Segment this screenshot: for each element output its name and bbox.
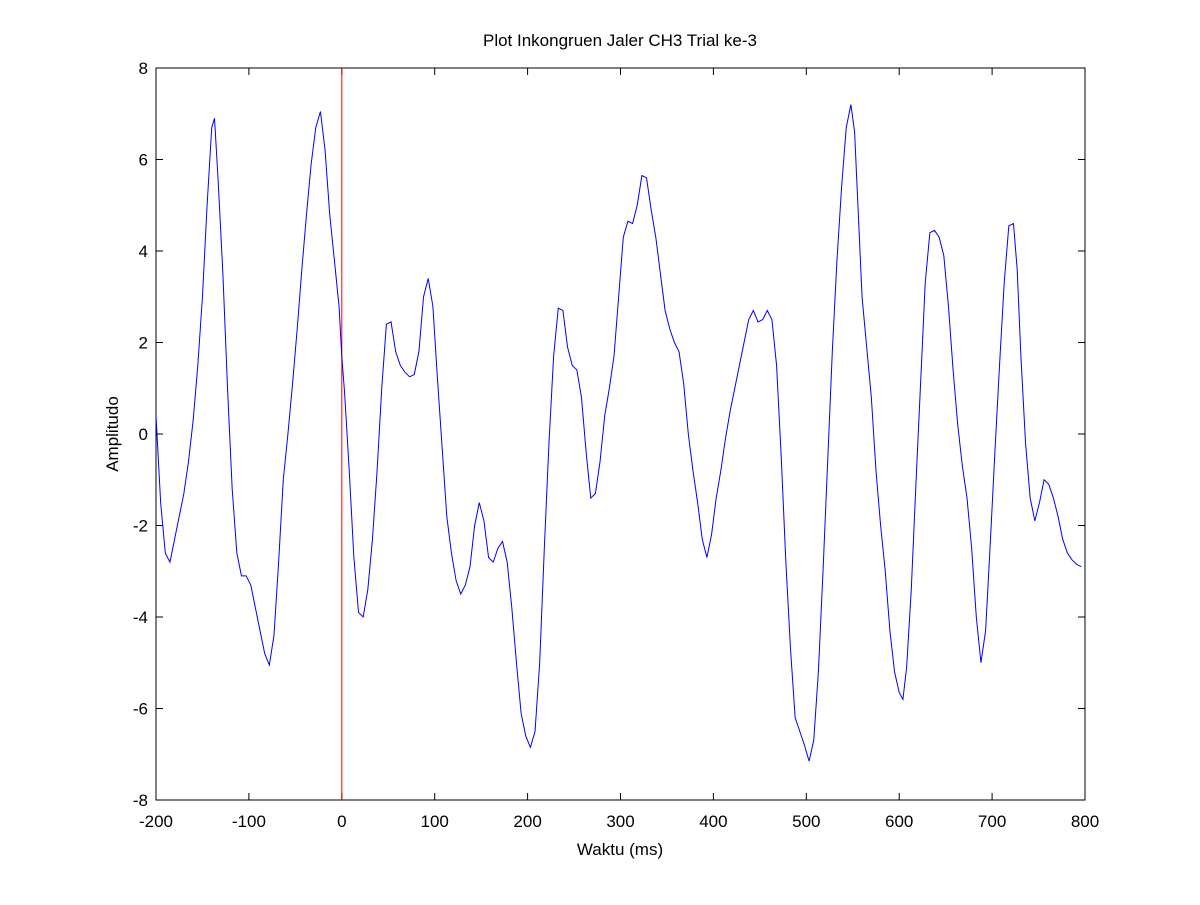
x-tick-label: 600 <box>885 812 913 831</box>
plot-area <box>155 67 1086 801</box>
y-tick-label: -4 <box>133 608 148 627</box>
x-tick-label: 300 <box>606 812 634 831</box>
x-tick-label: 800 <box>1071 812 1099 831</box>
y-tick-label: 0 <box>139 425 148 444</box>
chart-title: Plot Inkongruen Jaler CH3 Trial ke-3 <box>483 31 757 50</box>
y-tick-label: 2 <box>139 334 148 353</box>
x-tick-label: 200 <box>513 812 541 831</box>
y-tick-label: -6 <box>133 700 148 719</box>
y-tick-label: 6 <box>139 151 148 170</box>
data-line <box>155 104 1082 762</box>
y-tick-label: 4 <box>139 242 148 261</box>
x-tick-label: 100 <box>421 812 449 831</box>
x-tick-label: -200 <box>139 812 173 831</box>
y-tick-label: -8 <box>133 791 148 810</box>
x-tick-label: 400 <box>699 812 727 831</box>
y-tick-label: 8 <box>139 59 148 78</box>
x-tick-label: -100 <box>232 812 266 831</box>
y-tick-label: -2 <box>133 517 148 536</box>
x-tick-label: 500 <box>792 812 820 831</box>
y-axis-label: Amplitudo <box>103 396 122 472</box>
x-axis-label: Waktu (ms) <box>577 840 663 859</box>
x-tick-label: 0 <box>337 812 346 831</box>
x-tick-label: 700 <box>978 812 1006 831</box>
